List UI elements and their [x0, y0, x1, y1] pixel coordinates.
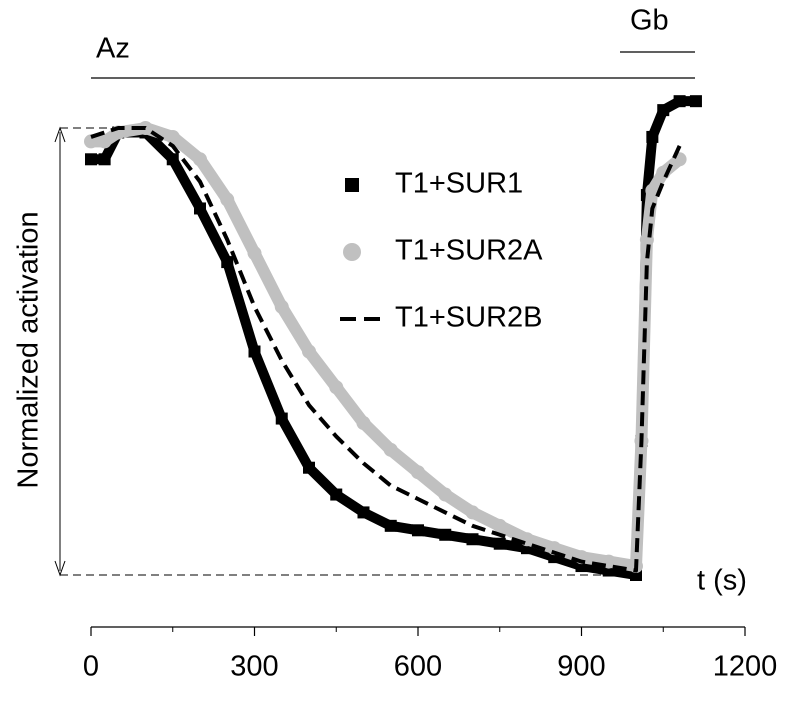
- x-tick-label: 900: [557, 651, 605, 683]
- annotation-az: Az: [96, 33, 130, 65]
- series-line: [90, 126, 682, 573]
- point: [303, 461, 315, 474]
- point: [85, 153, 97, 166]
- point: [330, 488, 343, 501]
- point: [194, 202, 206, 215]
- point: [220, 192, 235, 207]
- point: [329, 380, 344, 395]
- x-tick-label: 600: [394, 651, 442, 683]
- point: [411, 465, 425, 480]
- point: [193, 152, 207, 167]
- point: [689, 95, 702, 108]
- point: [274, 299, 289, 314]
- point: [673, 95, 686, 108]
- point: [412, 524, 424, 537]
- point: [221, 256, 234, 269]
- legend-marker: [343, 243, 361, 261]
- point: [357, 506, 370, 519]
- legend-label: T1+SUR2B: [395, 302, 542, 334]
- point: [383, 442, 398, 457]
- point: [248, 345, 261, 358]
- point: [466, 533, 479, 546]
- point: [438, 487, 453, 502]
- x-tick-label: 300: [230, 651, 278, 683]
- point: [247, 246, 262, 261]
- point: [165, 129, 180, 144]
- y-axis-label: Normalized activation: [13, 211, 45, 488]
- x-tick-label: 1200: [713, 651, 778, 683]
- point: [547, 541, 562, 556]
- point: [275, 412, 288, 425]
- point: [493, 537, 506, 550]
- point: [166, 153, 179, 166]
- point: [84, 134, 98, 149]
- point: [657, 104, 670, 117]
- legend-label: T1+SUR2A: [395, 235, 543, 267]
- legend-label: T1+SUR1: [395, 168, 523, 200]
- series-line: [91, 122, 684, 573]
- point: [384, 519, 397, 532]
- point: [98, 153, 111, 166]
- point: [97, 134, 112, 149]
- x-tick-label: 0: [83, 651, 99, 683]
- point: [356, 416, 371, 431]
- legend-marker: [345, 178, 359, 192]
- annotation-gb: Gb: [630, 5, 669, 37]
- point: [645, 183, 660, 198]
- point: [492, 518, 507, 533]
- point: [302, 344, 316, 359]
- series-line: [91, 96, 696, 580]
- x-axis-label: t (s): [697, 565, 747, 597]
- point: [439, 528, 452, 541]
- point: [646, 130, 659, 143]
- point: [465, 505, 480, 520]
